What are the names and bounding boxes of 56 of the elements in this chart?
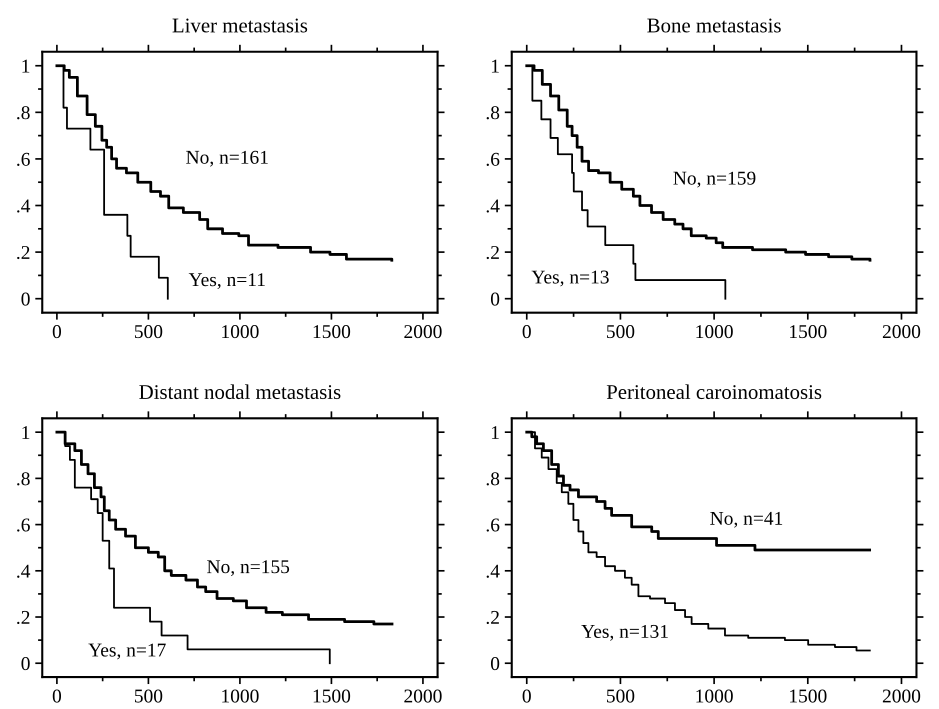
y-tick-label: .2 bbox=[17, 610, 30, 624]
x-tick-label: 1000 bbox=[696, 689, 733, 703]
x-tick-label: 1500 bbox=[790, 325, 826, 338]
y-tick-label: .6 bbox=[17, 152, 30, 166]
y-tick-label: .4 bbox=[486, 564, 500, 578]
y-tick-label: .4 bbox=[486, 199, 500, 213]
x-tick-label: 0 bbox=[522, 689, 531, 703]
x-tick-label: 1000 bbox=[222, 689, 259, 703]
chart-title: Distant nodal metastasis bbox=[139, 384, 340, 400]
chart-title: Peritoneal caroinomatosis bbox=[606, 384, 822, 400]
y-tick-label: .8 bbox=[17, 472, 30, 486]
x-tick-label: 0 bbox=[522, 325, 531, 338]
series-label: No, n=159 bbox=[673, 172, 756, 188]
y-tick-label: .4 bbox=[17, 199, 30, 213]
y-tick-label: .8 bbox=[486, 472, 500, 486]
y-tick-label: 0 bbox=[21, 657, 30, 670]
x-tick-label: 2000 bbox=[404, 325, 442, 338]
x-tick-label: 1000 bbox=[222, 325, 259, 338]
x-tick-label: 0 bbox=[52, 689, 62, 703]
y-tick-label: 1 bbox=[492, 60, 499, 72]
y-tick-label: 1 bbox=[492, 426, 499, 439]
series-label: Yes, n=11 bbox=[188, 273, 265, 290]
x-tick-label: 1000 bbox=[696, 325, 733, 338]
x-tick-label: 500 bbox=[606, 689, 634, 703]
y-tick-label: .8 bbox=[486, 106, 500, 120]
y-tick-label: .6 bbox=[17, 518, 30, 532]
y-tick-label: .6 bbox=[486, 152, 500, 166]
y-tick-label: 0 bbox=[490, 657, 500, 670]
x-tick-label: 1500 bbox=[314, 325, 350, 338]
y-tick-label: 0 bbox=[490, 292, 500, 306]
chart-title: Bone metastasis bbox=[647, 18, 781, 33]
series-label: Yes, n=13 bbox=[532, 270, 609, 286]
x-tick-label: 2000 bbox=[404, 689, 442, 703]
series-label: No, n=161 bbox=[186, 150, 268, 167]
y-tick-label: .2 bbox=[486, 610, 499, 624]
x-tick-label: 0 bbox=[52, 325, 62, 338]
y-tick-label: 0 bbox=[21, 292, 30, 306]
x-tick-label: 1500 bbox=[790, 689, 826, 703]
x-tick-label: 500 bbox=[606, 325, 634, 338]
y-tick-label: 1 bbox=[22, 426, 30, 439]
y-tick-label: .2 bbox=[486, 246, 499, 260]
y-tick-label: .8 bbox=[17, 106, 30, 120]
x-tick-label: 500 bbox=[134, 325, 162, 338]
y-tick-label: .4 bbox=[17, 564, 30, 578]
y-tick-label: .6 bbox=[486, 518, 500, 532]
y-tick-label: 1 bbox=[22, 60, 30, 72]
series-label: No, n=155 bbox=[207, 560, 290, 576]
chart-title: Liver metastasis bbox=[172, 18, 308, 33]
series-label: Yes, n=131 bbox=[581, 624, 668, 641]
y-tick-label: .2 bbox=[17, 246, 30, 260]
series-label: Yes, n=17 bbox=[88, 644, 166, 660]
x-tick-label: 500 bbox=[134, 689, 162, 703]
x-tick-label: 1500 bbox=[314, 689, 350, 703]
x-tick-label: 2000 bbox=[882, 325, 920, 338]
x-tick-label: 2000 bbox=[882, 689, 920, 703]
series-label: No, n=41 bbox=[710, 512, 782, 528]
